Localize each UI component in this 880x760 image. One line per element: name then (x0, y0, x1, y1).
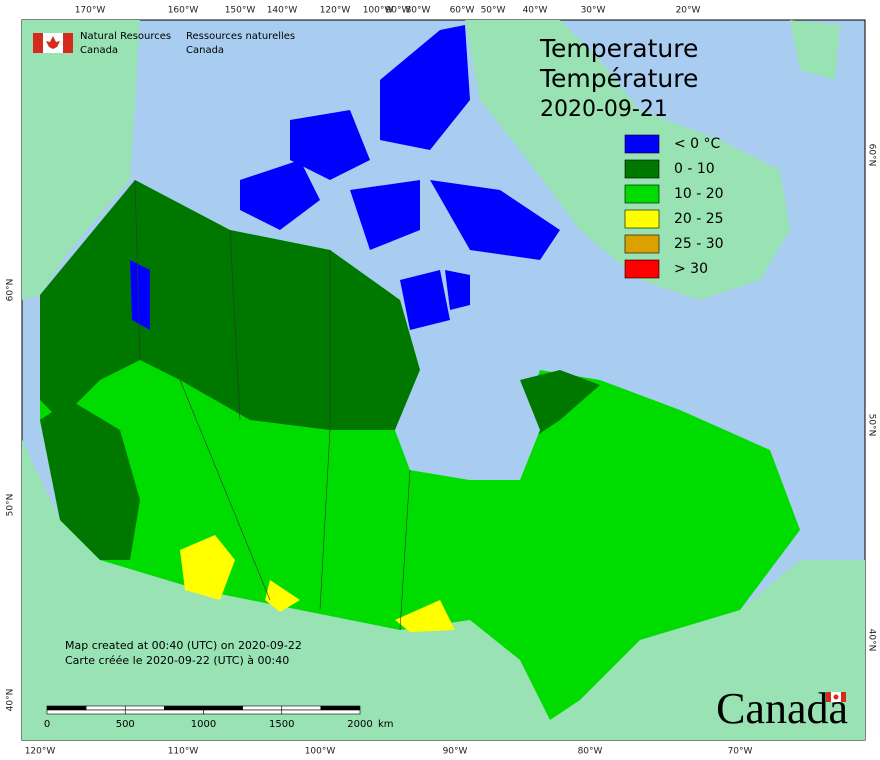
graticule-label: 80°W (578, 747, 603, 757)
legend-swatch (624, 159, 660, 179)
graticule-label: 20°W (676, 6, 701, 16)
footnote: Map created at 00:40 (UTC) on 2020-09-22 (65, 639, 302, 652)
graticule-label: 110°W (168, 747, 199, 757)
legend-swatch (624, 184, 660, 204)
legend-swatch (624, 234, 660, 254)
legend-swatch (624, 209, 660, 229)
graticule-label: 90°W (386, 6, 411, 16)
graticule-label: 90°W (443, 747, 468, 757)
graticule-label: 100°W (363, 6, 394, 16)
graticule-label: 120°W (25, 747, 56, 757)
scale-label: 1000 (191, 719, 216, 730)
scale-label: 2000 (347, 719, 372, 730)
legend-label: < 0 °C (674, 136, 721, 152)
graticule-label: 50°N (6, 494, 16, 517)
graticule-label: 100°W (305, 747, 336, 757)
scale-label: 0 (44, 719, 50, 730)
scale-segment (164, 705, 204, 711)
wordmark-flag (826, 692, 846, 702)
scale-segment (124, 709, 204, 715)
graticule-label: 80°W (406, 6, 431, 16)
graticule-label: 120°W (320, 6, 351, 16)
legend-label: 10 - 20 (674, 186, 724, 202)
graticule-label: 60°N (6, 279, 16, 302)
scale-segment (281, 705, 322, 711)
graticule-label: 50°W (481, 6, 506, 16)
legend-label: 20 - 25 (674, 211, 724, 227)
graticule-label: 170°W (75, 6, 106, 16)
title: Température (539, 64, 698, 93)
graticule-label: 40°W (523, 6, 548, 16)
scale-segment (46, 709, 126, 715)
graticule-label: 140°W (267, 6, 298, 16)
footnote: Carte créée le 2020-09-22 (UTC) à 00:40 (65, 654, 289, 667)
legend-swatch (624, 134, 660, 154)
title: Temperature (539, 34, 698, 63)
legend-label: 25 - 30 (674, 236, 724, 252)
agency-en: Natural Resources (80, 31, 171, 42)
scale-unit: km (378, 719, 394, 730)
flag (33, 33, 73, 53)
graticule-label: 50°N (867, 414, 877, 437)
scale-segment (124, 705, 165, 711)
graticule-label: 40°N (867, 629, 877, 652)
wordmark: Canada (716, 684, 848, 733)
agency-en: Canada (80, 45, 118, 56)
legend-swatch (624, 259, 660, 279)
legend-label: > 30 (674, 261, 708, 277)
scale-segment (85, 705, 126, 711)
scale-segment (242, 705, 283, 711)
scale-segment (46, 705, 87, 711)
graticule-label: 60°W (450, 6, 475, 16)
graticule-label: 70°W (728, 747, 753, 757)
graticule-label: 150°W (225, 6, 256, 16)
scale-segment (320, 705, 361, 711)
graticule-label: 60°N (867, 144, 877, 167)
graticule-label: 160°W (168, 6, 199, 16)
agency-fr: Canada (186, 45, 224, 56)
scale-label: 1500 (269, 719, 294, 730)
scale-segment (203, 709, 283, 715)
legend-label: 0 - 10 (674, 161, 715, 177)
graticule-label: 30°W (581, 6, 606, 16)
agency-fr: Ressources naturelles (186, 31, 295, 42)
scale-label: 500 (116, 719, 135, 730)
scale-segment (203, 705, 243, 711)
title-date: 2020-09-21 (540, 97, 668, 122)
graticule-label: 40°N (6, 689, 16, 712)
scale-segment (281, 709, 361, 715)
